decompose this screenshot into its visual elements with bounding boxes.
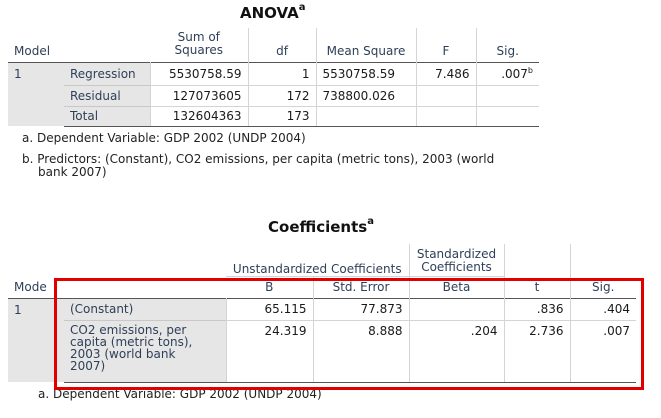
anova-cell-sum-sq: 5530758.59 (150, 61, 249, 85)
anova-cell-mean-sq: 5530758.59 (316, 61, 417, 85)
coef-header-t: t (504, 276, 571, 298)
coef-header-b: B (226, 275, 314, 298)
coef-cell-sig: .007 (570, 319, 636, 383)
anova-model-number: 1 (8, 61, 64, 126)
coef-cell-beta: .204 (409, 319, 505, 383)
anova-cell-mean-sq (316, 105, 417, 127)
coef-row-label: (Constant) (64, 297, 227, 320)
anova-row-total: Total 132604363 173 (8, 105, 539, 127)
coef-header-sig: Sig. (592, 279, 615, 294)
anova-row-label: Total (64, 105, 151, 127)
coefficients-note-dependent: a. Dependent Variable: GDP 2002 (UNDP 20… (38, 387, 322, 401)
anova-title: ANOVAa (240, 2, 306, 22)
anova-cell-sum-sq: 127073605 (150, 84, 249, 106)
coefficients-title: Coefficientsa (268, 216, 374, 236)
coef-cell-std-error: 8.888 (313, 319, 410, 383)
coef-row-label: CO2 emissions, per capita (metric tons),… (64, 319, 227, 383)
anova-row-residual: Residual 127073605 172 738800.026 (8, 84, 539, 106)
anova-header-df: df (248, 28, 317, 62)
coef-header-std-error: Std. Error (313, 275, 410, 298)
anova-row-label: Residual (64, 84, 151, 106)
anova-header-sum-of-squares: Sum of Squares (150, 28, 249, 62)
anova-note-dependent: a. Dependent Variable: GDP 2002 (UNDP 20… (22, 131, 306, 145)
anova-table: Model Sum of Squares df Mean Square F Sig… (8, 28, 539, 127)
coef-cell-t: .836 (504, 297, 571, 320)
coef-row-co2: CO2 emissions, per capita (metric tons),… (8, 319, 636, 383)
anova-cell-f: 7.486 (416, 61, 477, 85)
anova-cell-df: 1 (248, 61, 317, 85)
coef-header-beta: Beta (409, 275, 505, 298)
anova-cell-df: 172 (248, 84, 317, 106)
anova-cell-sig: .007b (476, 61, 539, 85)
anova-cell-f (416, 84, 477, 106)
coef-header-model: Mode (14, 279, 47, 294)
anova-header-mean-square: Mean Square (316, 28, 417, 62)
anova-sig-superscript: b (527, 66, 533, 75)
anova-header-f: F (416, 28, 477, 62)
highlight-box (54, 278, 644, 390)
anova-note-predictors-cont: bank 2007) (38, 165, 107, 179)
coef-cell-beta (409, 297, 505, 320)
anova-cell-f (416, 105, 477, 127)
coef-cell-t: 2.736 (504, 319, 571, 383)
coef-cell-b: 65.115 (226, 297, 314, 320)
coef-cell-b: 24.319 (226, 319, 314, 383)
coef-header-unstandardized: Unstandardized Coefficients (226, 244, 410, 276)
anova-cell-sig (476, 105, 539, 127)
anova-title-superscript: a (298, 2, 306, 13)
anova-row-regression: 1 Regression 5530758.59 1 5530758.59 7.4… (8, 61, 539, 126)
anova-note-predictors: b. Predictors: (Constant), CO2 emissions… (22, 152, 495, 166)
coef-header-standardized: Standardized Coefficients (409, 244, 505, 276)
anova-header-model: Model (14, 43, 51, 58)
anova-cell-sum-sq: 132604363 (150, 105, 249, 127)
coef-cell-std-error: 77.873 (313, 297, 410, 320)
anova-header-sig: Sig. (496, 43, 519, 58)
coefficients-title-superscript: a (367, 216, 374, 227)
anova-cell-mean-sq: 738800.026 (316, 84, 417, 106)
anova-cell-sig (476, 84, 539, 106)
anova-cell-df: 173 (248, 105, 317, 127)
coef-cell-sig: .404 (570, 297, 636, 320)
anova-row-label: Regression (64, 61, 151, 85)
